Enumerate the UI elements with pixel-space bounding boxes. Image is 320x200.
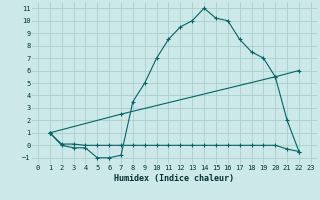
X-axis label: Humidex (Indice chaleur): Humidex (Indice chaleur): [115, 174, 234, 183]
